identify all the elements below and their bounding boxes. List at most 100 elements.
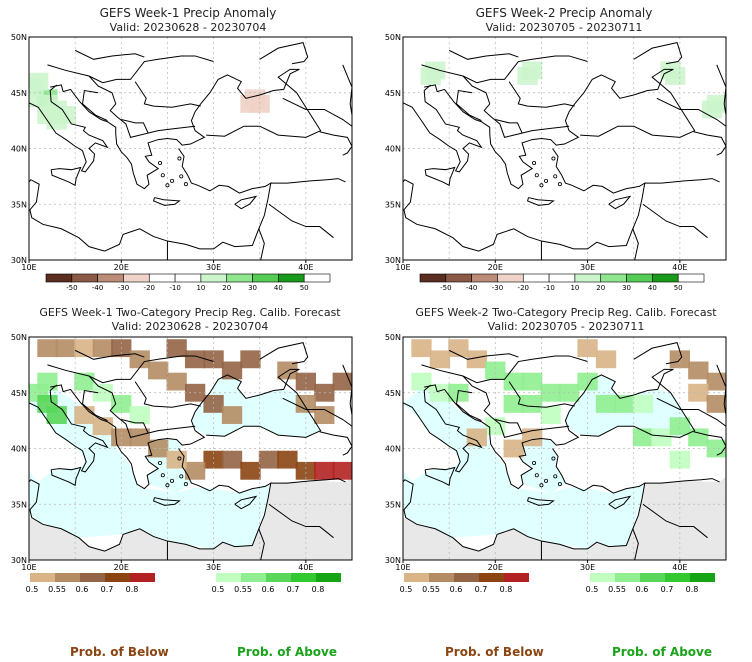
coastline-sicily	[424, 166, 456, 187]
forecast-cell	[517, 67, 538, 85]
above-colorbar-swatch	[640, 573, 665, 582]
above-colorbar-swatch	[690, 573, 715, 582]
island	[532, 460, 537, 465]
island	[170, 178, 175, 183]
forecast-cell	[540, 406, 561, 424]
island	[183, 482, 188, 487]
forecast-cell	[669, 450, 691, 469]
x-tick-label: 10E	[395, 263, 410, 272]
coastline-anatolia	[403, 148, 646, 252]
panel-title-3: GEFS Week-1 Two-Category Precip Reg. Cal…	[39, 306, 341, 319]
colorbar-swatch	[71, 273, 98, 283]
above-colorbar-swatch	[241, 573, 266, 582]
border-line	[319, 431, 352, 456]
border-line	[421, 355, 588, 384]
y-tick-label: 30N	[385, 556, 401, 565]
border-line	[633, 41, 683, 65]
coastline-cyprus	[234, 495, 258, 510]
x-tick-label: 30E	[206, 263, 221, 272]
coastline-sicily	[50, 466, 82, 487]
coastline-anatolia	[29, 448, 272, 552]
border-line	[632, 228, 639, 260]
above-colorbar-tick: 0.6	[636, 585, 649, 594]
above-colorbar-tick: 0.55	[608, 585, 626, 594]
forecast-cell	[632, 394, 654, 413]
forecast-cell	[277, 450, 298, 469]
y-tick-label: 35N	[385, 500, 401, 509]
forecast-cell	[203, 450, 224, 469]
island	[553, 474, 558, 479]
border-line	[47, 355, 214, 384]
x-tick-label: 30E	[580, 563, 595, 572]
colorbar-swatch	[600, 273, 627, 283]
border-line	[258, 228, 265, 260]
colorbar-tick: -50	[66, 284, 77, 292]
border-line	[74, 49, 145, 60]
border-line	[88, 375, 196, 438]
above-colorbar-tick: 0.5	[586, 585, 599, 594]
forecast-cell	[29, 78, 44, 97]
forecast-cell	[184, 350, 206, 369]
border-line	[74, 349, 145, 360]
coastline-crete	[152, 197, 181, 206]
forecast-cell	[314, 406, 335, 424]
panel-title-4: GEFS Week-2 Two-Category Precip Reg. Cal…	[415, 306, 717, 319]
forecast-cell	[74, 406, 95, 424]
coastline-caspianEdge	[716, 64, 726, 116]
coastline-cyprus	[608, 195, 632, 210]
border-line	[642, 503, 708, 539]
forecast-cell	[577, 372, 598, 391]
forecast-cell	[688, 428, 709, 447]
forecast-cell	[485, 361, 506, 380]
forecast-cell	[166, 450, 187, 469]
border-line	[693, 131, 726, 156]
above-colorbar-tick: 0.6	[262, 585, 275, 594]
border-line	[268, 203, 334, 239]
above-colorbar-tick: 0.8	[686, 585, 699, 594]
above-colorbar-tick: 0.7	[661, 585, 674, 594]
border-line	[88, 75, 196, 138]
border-line	[259, 41, 309, 65]
below-colorbar-swatch	[504, 573, 529, 582]
border-line	[462, 75, 570, 138]
colorbar-tick: 40	[648, 284, 657, 292]
x-tick-label: 20E	[488, 263, 503, 272]
below-colorbar-tick: 0.6	[76, 585, 89, 594]
y-tick-label: 50N	[385, 333, 401, 342]
y-tick-label: 40N	[11, 445, 27, 454]
border-line	[282, 397, 352, 427]
colorbar-tick: -30	[118, 284, 129, 292]
panel-title-2: GEFS Week-2 Precip Anomaly	[476, 6, 653, 20]
y-tick-label: 50N	[11, 33, 27, 42]
below-colorbar-tick: 0.8	[126, 585, 139, 594]
island	[539, 183, 544, 188]
below-colorbar-tick: 0.7	[475, 585, 488, 594]
mediterranean-sea	[403, 387, 643, 549]
colorbar-swatch	[278, 273, 305, 283]
coastline-caspianEdge	[342, 64, 352, 116]
border-line	[495, 419, 523, 434]
colorbar-tick: -20	[144, 284, 155, 292]
map-panel-2: 10E 20E 30E 40E 30N 35N 40N 45N 50N -50 -40 -30 -20 -…	[385, 33, 727, 292]
panel-subtitle-3: Valid: 20230628 - 20230704	[112, 320, 269, 333]
above-colorbar-swatch	[615, 573, 640, 582]
below-colorbar-swatch	[80, 573, 105, 582]
above-colorbar-tick: 0.8	[312, 585, 325, 594]
coastline-italy	[50, 68, 322, 190]
forecast-cell	[55, 339, 77, 358]
colorbar-tick: 40	[274, 284, 283, 292]
island	[534, 173, 539, 178]
colorbar-swatch	[148, 273, 176, 283]
map-body-1	[29, 37, 352, 260]
coastline-cyprus	[608, 495, 632, 510]
aegean-sea	[519, 439, 566, 494]
colorbar-tick: -10	[543, 284, 554, 292]
southern-land	[403, 476, 726, 560]
above-colorbar-swatch	[665, 573, 690, 582]
colorbar-swatch	[200, 273, 228, 283]
map-panel-4: 10E 20E 30E 40E 30N 35N 40N 45N 50N 0.5 0.55 0.6 0.7…	[385, 333, 727, 594]
colorbar-tick: 20	[596, 284, 605, 292]
x-tick-label: 40E	[298, 263, 313, 272]
below-colorbar-swatch	[454, 573, 479, 582]
forecast-cell	[332, 461, 352, 480]
